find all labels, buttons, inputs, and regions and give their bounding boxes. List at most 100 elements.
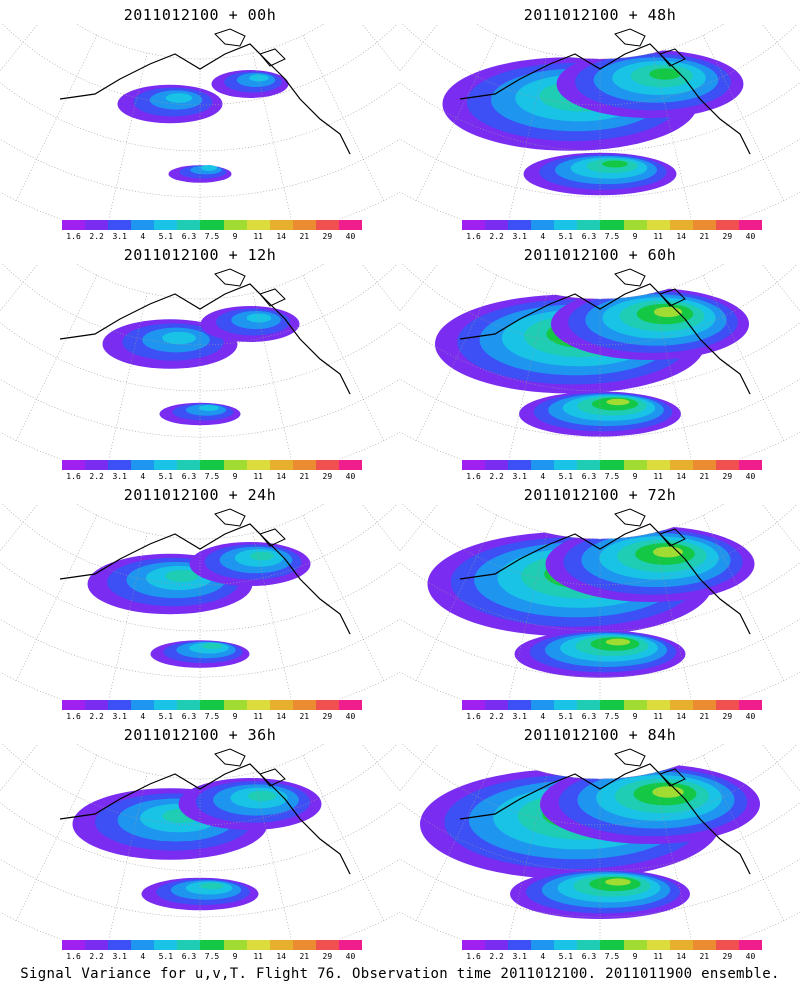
colorbar-tick-label: 6.3 — [181, 952, 197, 961]
colorbar-tick-label: 21 — [299, 712, 310, 721]
colorbar-tick-label: 29 — [322, 952, 333, 961]
colorbar-swatch — [738, 940, 763, 950]
colorbar-swatch — [508, 460, 532, 470]
colorbar-tick-label: 1.6 — [66, 472, 81, 481]
colorbar-tick-label: 11 — [653, 952, 663, 961]
colorbar-tick-label: 40 — [745, 952, 756, 961]
colorbar: 1.6 2.2 3.1 4 5.1 6.3 7.5 9 11 14 21 29 40 — [62, 940, 363, 964]
colorbar-swatch — [62, 460, 86, 470]
colorbar-tick-label: 4 — [140, 232, 146, 241]
colorbar-swatch — [85, 940, 109, 950]
colorbar: 1.6 2.2 3.1 4 5.1 6.3 7.5 9 11 14 21 29 40 — [462, 220, 763, 244]
colorbar-tick-label: 9 — [632, 712, 638, 721]
panel-title: 2011012100 + 12h — [123, 246, 277, 264]
colorbar-swatch — [485, 700, 509, 710]
colorbar-tick-label: 7.5 — [204, 952, 220, 961]
colorbar-swatch — [246, 700, 271, 710]
colorbar-swatch — [508, 220, 532, 230]
colorbar-swatch — [485, 460, 509, 470]
colorbar-swatch — [338, 460, 363, 470]
colorbar-swatch — [669, 940, 694, 950]
colorbar: 1.6 2.2 3.1 4 5.1 6.3 7.5 9 11 14 21 29 40 — [62, 460, 363, 484]
colorbar-swatch — [108, 700, 132, 710]
colorbar-tick-label: 9 — [632, 472, 638, 481]
colorbar-swatch — [269, 940, 294, 950]
variance-map — [400, 24, 800, 219]
map-panel: 2011012100 + 12h 1.6 2.2 3.1 4 5.1 6.3 7.5 9 11 14… — [0, 240, 400, 485]
colorbar-tick-label: 6.3 — [181, 232, 197, 241]
colorbar-tick-label: 21 — [699, 712, 710, 721]
colorbar-tick-label: 11 — [253, 952, 263, 961]
colorbar-tick-label: 6.3 — [181, 472, 197, 481]
colorbar-tick-label: 14 — [676, 472, 687, 481]
colorbar-tick-label: 9 — [232, 952, 238, 961]
colorbar-swatch — [223, 460, 248, 470]
variance-map — [400, 744, 800, 939]
colorbar-tick-label: 7.5 — [604, 472, 620, 481]
colorbar-tick-label: 3.1 — [512, 952, 527, 961]
colorbar-tick-label: 21 — [699, 232, 710, 241]
colorbar-tick-label: 14 — [276, 472, 287, 481]
colorbar-tick-label: 9 — [232, 712, 238, 721]
colorbar-swatch — [269, 700, 294, 710]
colorbar-swatch — [269, 220, 294, 230]
colorbar-tick-label: 5.1 — [158, 952, 174, 961]
colorbar-tick-label: 9 — [632, 232, 638, 241]
colorbar-swatch — [485, 940, 509, 950]
colorbar-swatch — [715, 700, 740, 710]
colorbar-swatch — [623, 460, 648, 470]
colorbar-swatch — [577, 700, 601, 710]
colorbar-swatch — [623, 220, 648, 230]
colorbar-swatch — [669, 700, 694, 710]
colorbar-swatch — [646, 460, 671, 470]
colorbar-tick-label: 4 — [140, 472, 146, 481]
colorbar-swatch — [200, 220, 225, 230]
colorbar-swatch — [62, 700, 86, 710]
colorbar-swatch — [269, 460, 294, 470]
colorbar-tick-label: 9 — [632, 952, 638, 961]
map-panel: 2011012100 + 84h 1.6 2.2 3.1 4 5.1 6.3 7.5 9 11 14… — [400, 720, 800, 965]
colorbar-tick-label: 4 — [540, 232, 546, 241]
figure-caption: Signal Variance for u,v,T. Flight 76. Ob… — [20, 966, 780, 982]
colorbar-swatch — [131, 940, 155, 950]
colorbar-swatch — [131, 460, 155, 470]
colorbar-swatch — [246, 220, 271, 230]
colorbar: 1.6 2.2 3.1 4 5.1 6.3 7.5 9 11 14 21 29 40 — [462, 940, 763, 964]
colorbar: 1.6 2.2 3.1 4 5.1 6.3 7.5 9 11 14 21 29 40 — [462, 460, 763, 484]
colorbar-tick-label: 5.1 — [158, 712, 174, 721]
colorbar-tick-label: 5.1 — [558, 952, 574, 961]
colorbar-swatch — [292, 700, 317, 710]
colorbar-swatch — [223, 940, 248, 950]
colorbar-tick-label: 7.5 — [204, 712, 220, 721]
colorbar-tick-label: 6.3 — [581, 472, 597, 481]
colorbar-swatch — [646, 700, 671, 710]
colorbar-swatch — [600, 940, 625, 950]
colorbar-swatch — [715, 220, 740, 230]
variance-map — [0, 264, 400, 459]
colorbar-tick-label: 5.1 — [558, 232, 574, 241]
colorbar-swatch — [223, 700, 248, 710]
colorbar-tick-label: 29 — [722, 472, 733, 481]
colorbar: 1.6 2.2 3.1 4 5.1 6.3 7.5 9 11 14 21 29 40 — [462, 700, 763, 724]
colorbar-swatch — [131, 700, 155, 710]
colorbar-swatch — [531, 700, 555, 710]
colorbar-swatch — [646, 940, 671, 950]
map-panel: 2011012100 + 60h 1.6 2.2 3.1 4 5.1 6.3 7.5 9 11 14… — [400, 240, 800, 485]
colorbar-tick-label: 11 — [253, 472, 263, 481]
colorbar-tick-label: 7.5 — [604, 952, 620, 961]
colorbar-swatch — [200, 460, 225, 470]
panel-title: 2011012100 + 36h — [123, 726, 277, 744]
variance-map — [0, 24, 400, 219]
colorbar-swatch — [715, 460, 740, 470]
colorbar-swatch — [462, 460, 486, 470]
colorbar-swatch — [154, 460, 178, 470]
colorbar-tick-label: 14 — [676, 952, 687, 961]
colorbar-tick-label: 3.1 — [112, 232, 127, 241]
colorbar-tick-label: 1.6 — [66, 712, 81, 721]
colorbar-swatch — [508, 700, 532, 710]
colorbar-swatch — [315, 700, 340, 710]
colorbar-tick-label: 4 — [540, 952, 546, 961]
colorbar-tick-label: 3.1 — [512, 712, 527, 721]
colorbar-swatch — [292, 460, 317, 470]
panel-title: 2011012100 + 60h — [523, 246, 677, 264]
